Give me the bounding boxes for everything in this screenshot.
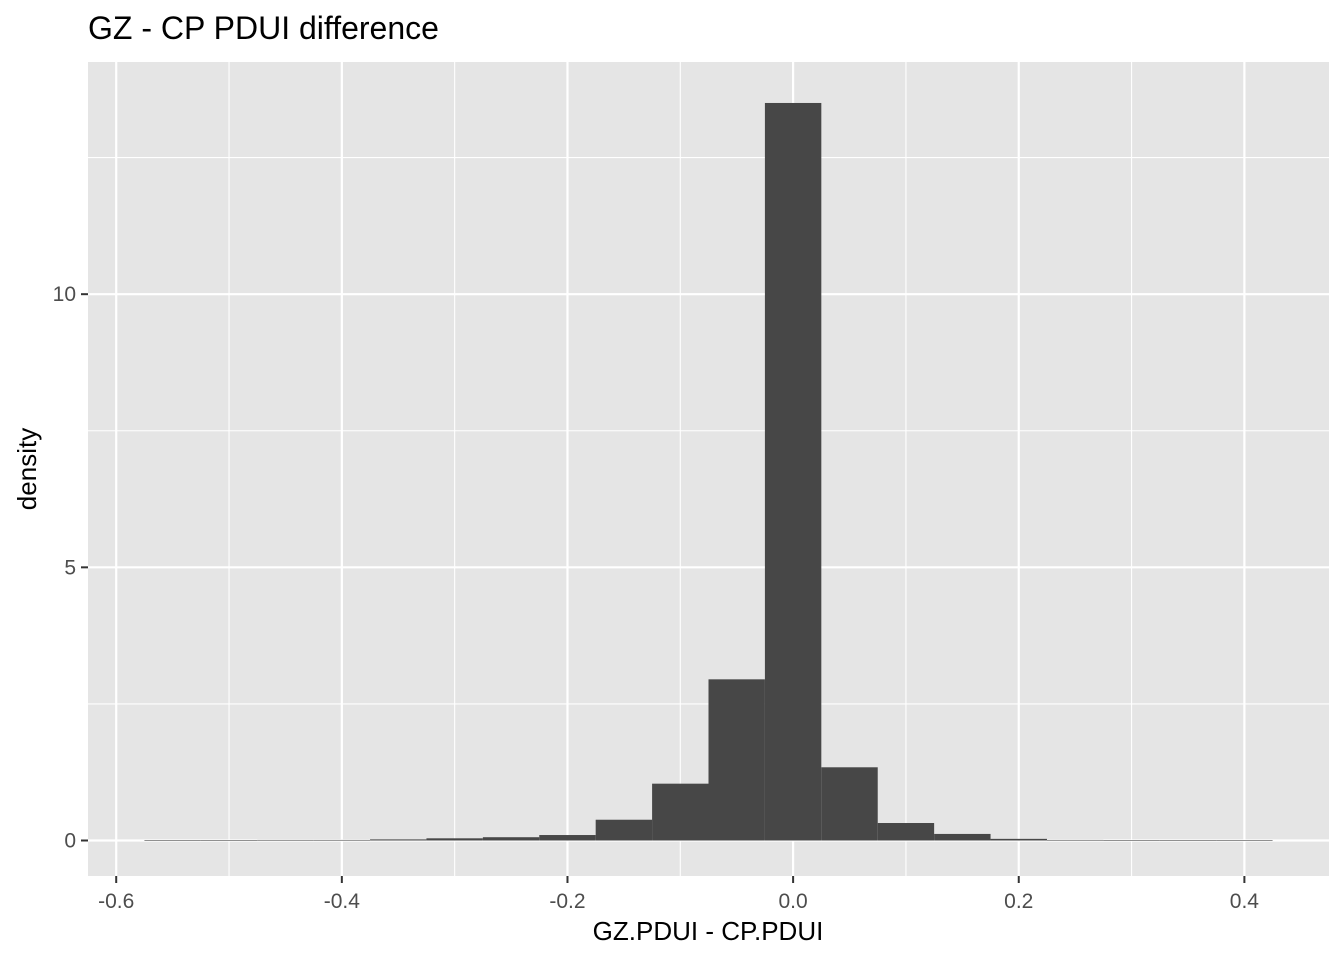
x-tick-label: -0.6	[98, 890, 134, 913]
chart-title: GZ - CP PDUI difference	[88, 10, 439, 46]
histogram-bar	[1103, 840, 1160, 841]
y-tick-label: 0	[64, 829, 76, 852]
y-axis: 0 5 10	[53, 283, 88, 852]
y-tick-label: 5	[64, 556, 76, 579]
y-tick-label: 10	[53, 283, 76, 306]
histogram-bar	[1159, 840, 1217, 841]
histogram-bar	[821, 767, 878, 841]
histogram-bar	[426, 838, 483, 841]
histogram-bar	[144, 840, 201, 841]
x-tick-label: -0.2	[549, 890, 585, 913]
x-axis-title: GZ.PDUI - CP.PDUI	[593, 916, 824, 946]
y-axis-title: density	[12, 428, 42, 510]
x-axis: -0.6 -0.4 -0.2 0.0 0.2 0.4	[98, 876, 1259, 913]
x-tick-label: 0.0	[779, 890, 808, 913]
histogram-bar	[1046, 839, 1104, 841]
histogram-bar	[482, 837, 540, 841]
histogram-bar	[313, 839, 371, 841]
histogram-bar	[764, 102, 822, 841]
histogram-bar	[370, 839, 427, 841]
x-tick-label: -0.4	[324, 890, 361, 913]
histogram-bars	[144, 102, 1273, 841]
histogram-bar	[595, 819, 653, 841]
histogram-bar	[708, 679, 765, 841]
histogram-bar	[934, 833, 991, 841]
histogram-bar	[877, 823, 935, 841]
histogram-bar	[257, 839, 314, 841]
histogram-bar	[990, 838, 1047, 841]
x-tick-label: 0.2	[1004, 890, 1033, 913]
histogram-bar	[539, 835, 596, 841]
histogram-bar	[1216, 840, 1273, 841]
histogram-bar	[200, 840, 258, 841]
histogram-bar	[652, 783, 709, 841]
x-tick-label: 0.4	[1230, 890, 1260, 913]
